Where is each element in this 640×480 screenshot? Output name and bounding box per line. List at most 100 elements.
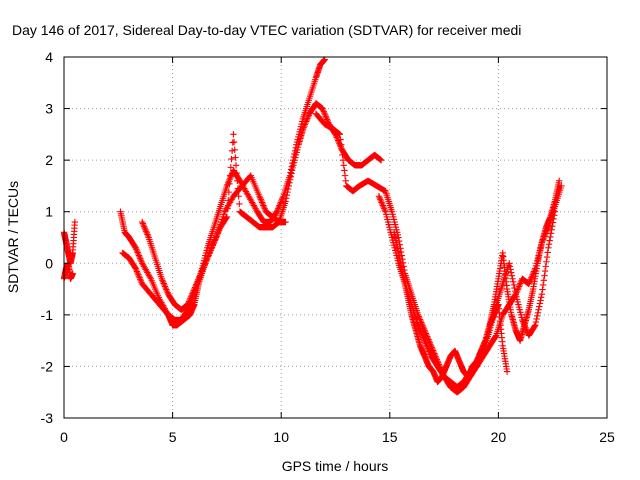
data-point <box>423 343 431 351</box>
data-point <box>340 162 347 169</box>
data-point <box>533 315 540 323</box>
data-point <box>381 206 389 214</box>
data-point <box>321 111 329 118</box>
data-point <box>196 271 204 279</box>
data-point <box>338 146 345 154</box>
y-tick-label: -3 <box>41 410 54 426</box>
data-point <box>224 205 231 212</box>
data-point <box>192 282 199 290</box>
data-point <box>257 196 264 203</box>
data-point <box>137 256 145 264</box>
data-point <box>339 151 346 159</box>
data-point <box>225 197 232 204</box>
data-point <box>133 246 140 253</box>
data-point <box>339 156 347 164</box>
data-point <box>515 283 523 290</box>
y-tick-label: -1 <box>41 307 54 323</box>
data-point <box>205 251 212 259</box>
data-point <box>208 245 215 253</box>
data-point <box>545 241 553 248</box>
data-point <box>194 278 201 285</box>
data-point <box>380 205 388 212</box>
data-point <box>287 173 294 180</box>
data-point <box>277 199 284 206</box>
data-point <box>537 294 545 301</box>
data-point <box>540 277 547 284</box>
data-point <box>341 172 349 179</box>
data-point <box>278 196 286 203</box>
data-point <box>424 345 432 352</box>
data-point <box>132 244 139 252</box>
data-point <box>285 182 293 190</box>
data-point <box>286 176 294 183</box>
data-point <box>225 179 232 187</box>
data-point <box>422 338 429 346</box>
data-point <box>188 292 195 299</box>
y-tick-label: 0 <box>45 255 53 271</box>
data-point <box>301 121 309 128</box>
data-point <box>234 177 241 184</box>
data-point <box>545 244 552 252</box>
data-point <box>206 250 213 257</box>
data-point <box>140 221 147 229</box>
data-point <box>336 131 344 138</box>
data-point <box>322 113 329 120</box>
data-point <box>210 241 217 248</box>
data-point <box>341 167 348 174</box>
data-point <box>543 258 550 265</box>
data-point <box>185 299 192 307</box>
x-tick-label: 10 <box>273 429 289 445</box>
data-point <box>133 247 141 255</box>
data-point <box>511 284 518 292</box>
data-point <box>282 195 290 202</box>
data-point <box>377 197 385 205</box>
data-point <box>534 309 542 316</box>
data-point <box>506 263 514 270</box>
data-point <box>189 290 196 297</box>
data-point <box>159 278 167 286</box>
data-point <box>301 122 308 130</box>
data-series <box>390 229 511 386</box>
data-point <box>376 194 383 201</box>
data-point <box>207 247 214 254</box>
data-point <box>191 284 199 291</box>
data-point <box>230 138 238 146</box>
data-point <box>213 233 220 240</box>
data-point <box>256 194 264 201</box>
grid-lines <box>64 57 607 418</box>
data-point <box>539 281 547 289</box>
plot-frame <box>63 56 608 419</box>
data-point <box>223 213 231 221</box>
data-point <box>211 237 218 245</box>
data-point <box>202 259 209 266</box>
data-point <box>134 269 141 277</box>
data-point <box>422 340 430 347</box>
data-point <box>232 154 239 161</box>
data-point <box>304 113 312 121</box>
data-point <box>161 283 169 290</box>
data-point <box>163 286 170 293</box>
data-point <box>377 156 385 164</box>
data-point <box>532 318 540 326</box>
data-point <box>201 261 208 268</box>
data-point <box>136 274 143 281</box>
data-point <box>187 293 195 301</box>
data-point <box>159 277 166 284</box>
data-point <box>213 231 221 239</box>
data-point <box>541 272 548 279</box>
data-point <box>541 267 549 275</box>
data-point <box>142 226 149 233</box>
data-point <box>144 232 152 240</box>
x-tick-label: 5 <box>169 429 177 445</box>
x-tick-label: 25 <box>599 429 615 445</box>
data-point <box>135 250 142 258</box>
data-point <box>69 270 76 277</box>
data-point <box>184 301 192 308</box>
data-point <box>377 196 384 203</box>
data-point <box>210 239 218 246</box>
data-point <box>342 177 349 184</box>
data-point <box>378 199 385 206</box>
data-point <box>234 185 242 192</box>
data-point <box>508 272 516 279</box>
